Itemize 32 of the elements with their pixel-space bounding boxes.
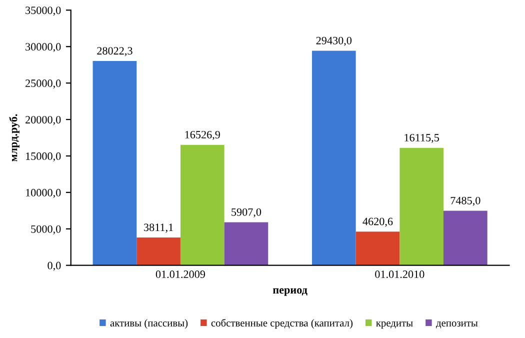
y-axis-title: млрд.руб. [9, 114, 20, 162]
y-tick-label: 5000,0 [31, 225, 61, 234]
data-label: 5907,0 [232, 208, 262, 218]
bar [400, 148, 444, 266]
y-tick-label: 35000,0 [26, 6, 61, 16]
data-label: 7485,0 [450, 196, 480, 206]
data-label: 3811,1 [144, 224, 173, 233]
legend-label: кредиты [376, 322, 413, 329]
y-tick-label: 10000,0 [26, 188, 61, 198]
y-tick-label: 20000,0 [26, 116, 61, 126]
y-tick-label: 25000,0 [26, 80, 61, 89]
bar [356, 232, 400, 266]
bar [312, 50, 356, 266]
data-label: 4620,6 [362, 218, 393, 227]
x-tick-label: 01.01.2009 [156, 270, 206, 278]
data-label: 28022,3 [97, 47, 132, 56]
data-label: 16526,9 [185, 130, 220, 140]
bar [180, 144, 224, 266]
legend-label: депозиты [436, 322, 478, 328]
data-label: 16115,5 [404, 134, 439, 144]
y-tick-label: 0,0 [48, 262, 61, 271]
y-tick-label: 30000,0 [26, 43, 61, 52]
legend-label: собственные средства (капитал) [211, 318, 353, 329]
x-axis-title: период [272, 288, 308, 296]
bar [92, 61, 137, 266]
bar [224, 222, 268, 266]
legend-label: активы (пассивы) [110, 319, 188, 329]
y-tick-label: 15000,0 [26, 152, 61, 162]
bar [136, 238, 180, 266]
data-label: 29430,0 [316, 36, 352, 46]
x-tick-label: 01.01.2010 [375, 270, 424, 278]
bar [443, 210, 488, 266]
